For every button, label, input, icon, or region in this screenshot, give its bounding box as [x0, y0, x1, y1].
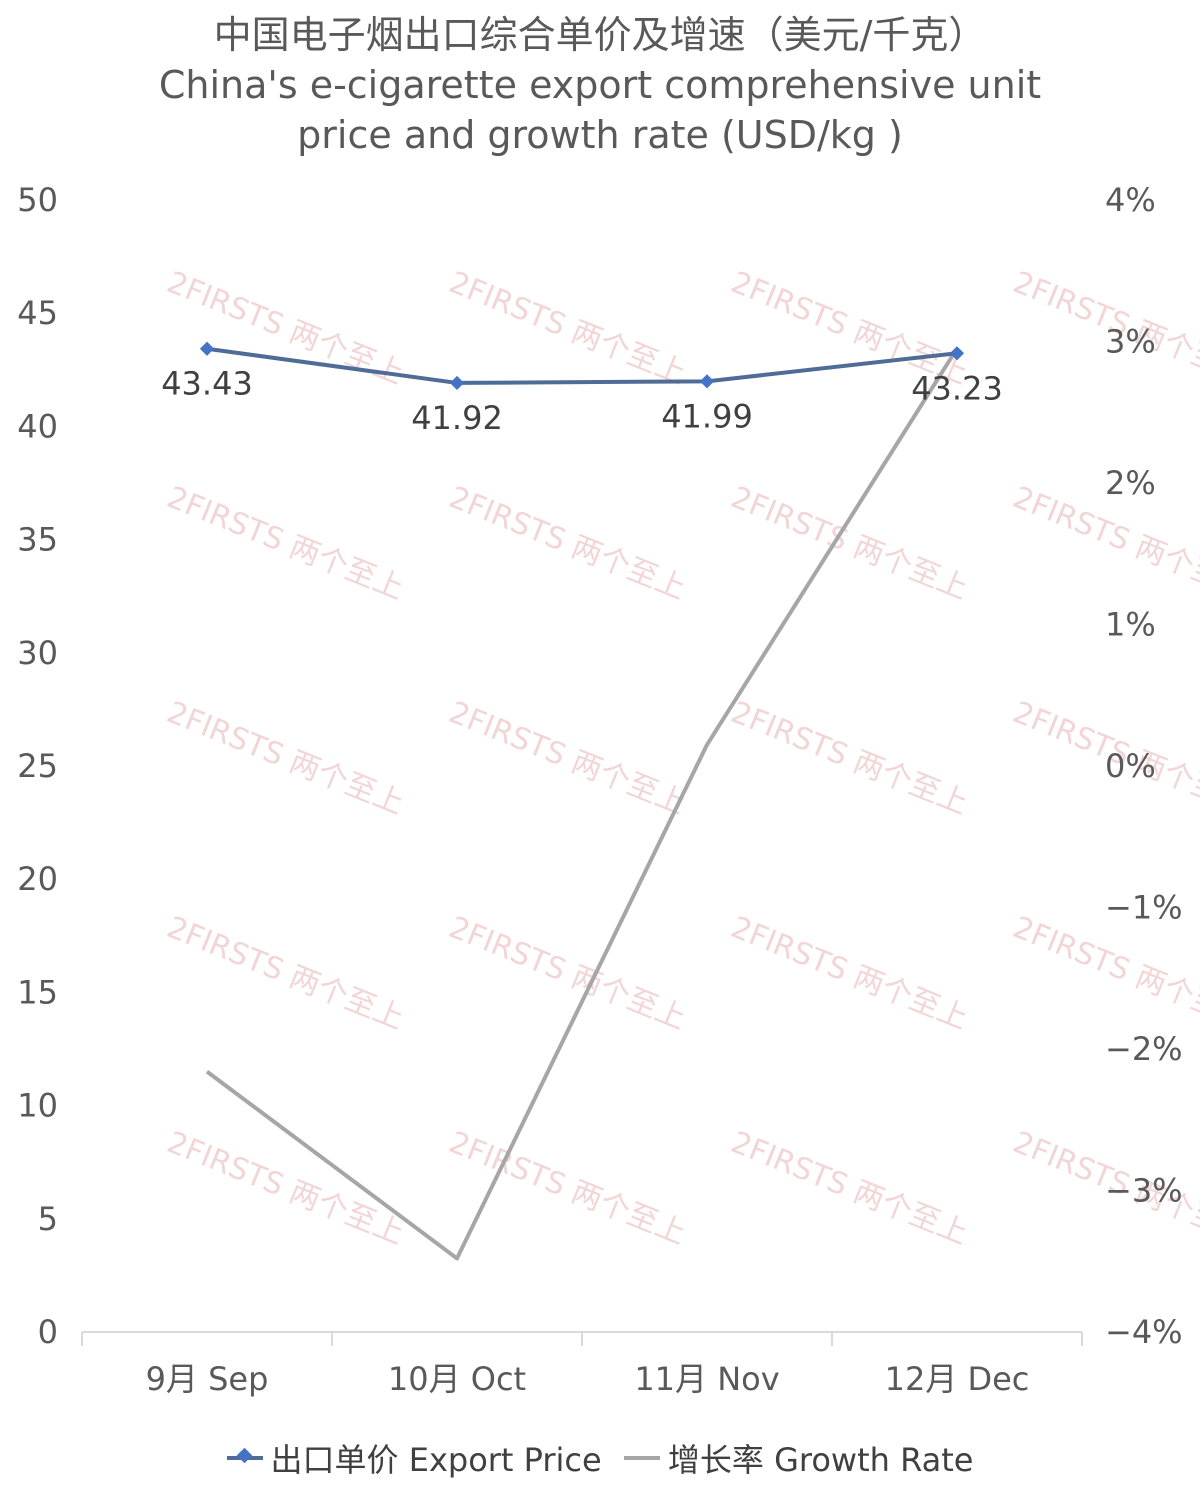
watermark: 2FIRSTS 两个至上 [726, 910, 973, 1037]
watermark: 2FIRSTS 两个至上 [1008, 480, 1200, 607]
watermark: 2FIRSTS 两个至上 [726, 695, 973, 822]
y-right-tick-label: 2% [1105, 464, 1156, 502]
y-left-tick-label: 50 [17, 181, 58, 219]
series-layer [199, 341, 965, 1261]
watermark: 2FIRSTS 两个至上 [1008, 910, 1200, 1037]
y-left-tick-label: 30 [17, 634, 58, 672]
export-price-data-label: 41.92 [411, 399, 503, 437]
y-right-tick-label: 0% [1105, 747, 1156, 785]
growth-rate-line [205, 347, 959, 1261]
y-right-tick-label: 4% [1105, 181, 1156, 219]
y-right-tick-label: 1% [1105, 606, 1156, 644]
x-tick-label: 10月 Oct [388, 1360, 526, 1398]
x-tick-label: 12月 Dec [885, 1360, 1030, 1398]
watermark: 2FIRSTS 两个至上 [726, 480, 973, 607]
legend-label-price: 出口单价 Export Price [270, 1441, 602, 1479]
y-right-tick-label: −1% [1105, 889, 1183, 927]
legend-swatch-growth [623, 1456, 660, 1460]
axes: 9月 Sep 10月 Oct 11月 Nov 12月 Dec 0 5 10 15 20 25 30 3… [17, 181, 1182, 1398]
legend-item-price: 出口单价 Export Price [226, 1435, 602, 1481]
watermark: 2FIRSTS 两个至上 [444, 910, 691, 1037]
legend-label-growth: 增长率 Growth Rate [667, 1441, 974, 1479]
y-left-tick-label: 10 [17, 1087, 58, 1125]
watermark: 2FIRSTS 两个至上 [444, 480, 691, 607]
y-left-tick-label: 35 [17, 521, 58, 559]
y-left-tick-label: 20 [17, 860, 58, 898]
legend-item-growth: 增长率 Growth Rate [623, 1435, 974, 1481]
y-left-tick-label: 0 [38, 1313, 58, 1351]
chart-title: 中国电子烟出口综合单价及增速（美元/千克） [213, 13, 987, 57]
watermark: 2FIRSTS 两个至上 [444, 695, 691, 822]
watermark: 2FIRSTS 两个至上 [162, 480, 409, 607]
export-price-point [699, 374, 715, 389]
legend-swatch-price [226, 1456, 263, 1460]
watermark: 2FIRSTS 两个至上 [162, 910, 409, 1037]
y-left-tick-label: 25 [17, 747, 58, 785]
y-right-tick-label: −3% [1105, 1172, 1183, 1210]
watermark: 2FIRSTS 两个至上 [444, 1125, 691, 1252]
data-labels: 43.43 41.92 41.99 43.23 [161, 365, 1003, 437]
legend: 出口单价 Export Price 增长率 Growth Rate [0, 1430, 1200, 1481]
export-price-line [206, 346, 958, 385]
y-left-tick-label: 5 [38, 1200, 58, 1238]
y-right-tick-label: −4% [1105, 1313, 1183, 1351]
x-tick-label: 11月 Nov [634, 1360, 779, 1398]
chart-subtitle-line-2: price and growth rate (USD/kg ) [297, 113, 903, 157]
y-left-tick-label: 15 [17, 973, 58, 1011]
watermark: 2FIRSTS 两个至上 [726, 1125, 973, 1252]
y-left-tick-label: 40 [17, 407, 58, 445]
watermark: 2FIRSTS 两个至上 [1008, 695, 1200, 822]
export-price-point [949, 346, 965, 361]
watermark: 2FIRSTS 两个至上 [162, 1125, 409, 1252]
y-right-tick-label: 3% [1105, 323, 1156, 361]
chart-subtitle-line-1: China's e-cigarette export comprehensive… [158, 63, 1042, 107]
y-right-tick-label: −2% [1105, 1030, 1183, 1068]
watermark: 2FIRSTS 两个至上 [162, 695, 409, 822]
export-price-point [449, 375, 465, 391]
export-price-point [199, 341, 215, 356]
y-left-tick-label: 45 [17, 294, 58, 332]
export-price-data-label: 43.23 [911, 369, 1003, 407]
export-price-data-label: 43.43 [161, 365, 253, 403]
watermark: 2FIRSTS 两个至上 [1008, 265, 1200, 392]
export-price-data-label: 41.99 [661, 397, 753, 435]
x-tick-label: 9月 Sep [146, 1360, 269, 1398]
watermark: 2FIRSTS 两个至上 [444, 265, 691, 392]
